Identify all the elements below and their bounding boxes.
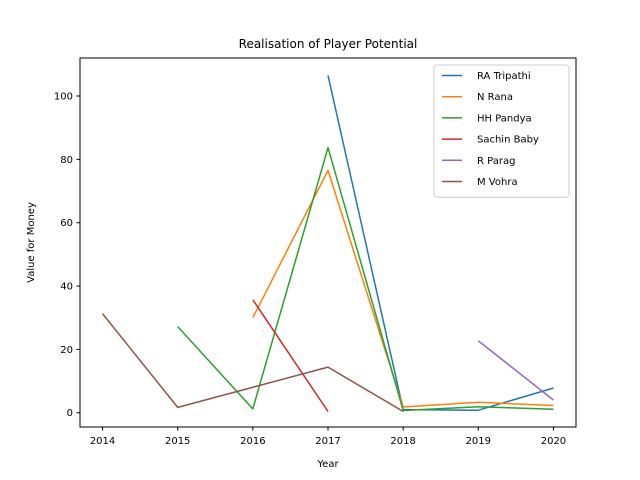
series-line-ra-tripathi (327, 75, 554, 411)
x-axis: 2014 2015 2016 2017 2018 2019 2020 (90, 427, 566, 447)
y-tick-label: 60 (60, 218, 73, 229)
y-tick-label: 40 (60, 282, 73, 293)
series-line-sachin-baby (252, 299, 329, 412)
series-layer (101, 75, 554, 413)
series-line-hh-pandya (177, 146, 554, 412)
x-axis-label: Year (316, 459, 339, 470)
legend-label: R Parag (477, 156, 515, 167)
y-tick-label: 20 (60, 345, 73, 356)
series-line-m-vohra (101, 313, 404, 413)
y-tick-label: 0 (67, 408, 73, 419)
legend-label: RA Tripathi (477, 71, 531, 82)
legend-box (433, 64, 570, 198)
x-tick-label: 2016 (240, 436, 265, 447)
series-line-n-rana (252, 169, 554, 408)
y-tick-label: 100 (54, 92, 73, 103)
x-tick-label: 2018 (390, 436, 415, 447)
x-tick-label: 2015 (165, 436, 190, 447)
x-tick-label: 2019 (466, 436, 491, 447)
legend-label: HH Pandya (477, 113, 532, 124)
x-tick-label: 2020 (541, 436, 566, 447)
legend: RA Tripathi N Rana HH Pandya Sachin Baby R P… (433, 64, 570, 198)
y-tick-label: 80 (60, 155, 73, 166)
y-axis: 0 20 40 60 80 100 (54, 92, 80, 419)
x-tick-label: 2014 (90, 436, 115, 447)
y-axis-label: Value for Money (26, 202, 37, 283)
legend-label: N Rana (477, 92, 513, 103)
x-tick-label: 2017 (315, 436, 340, 447)
series-line-r-parag (477, 340, 554, 401)
legend-label: M Vohra (477, 177, 518, 188)
chart-title: Realisation of Player Potential (239, 37, 418, 51)
legend-label: Sachin Baby (477, 135, 539, 146)
